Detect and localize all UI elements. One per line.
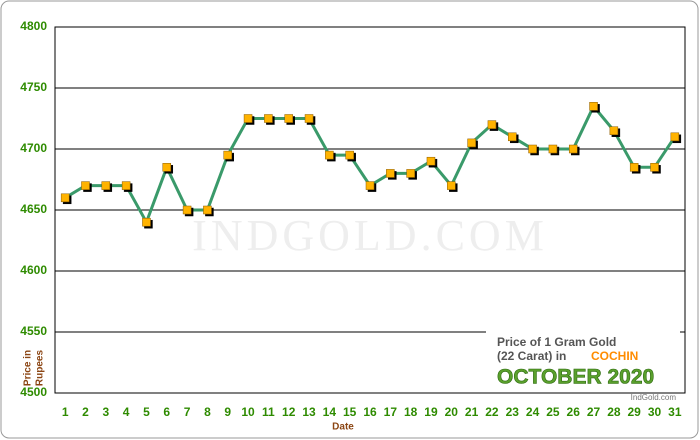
marker	[162, 163, 172, 172]
watermark: IndGold.com	[192, 211, 548, 260]
marker	[182, 205, 192, 215]
marker	[345, 150, 354, 160]
marker	[121, 181, 131, 190]
y-tick-label: 4550	[20, 324, 47, 338]
y-axis-label: Rupees	[35, 350, 46, 387]
y-tick-label: 4500	[20, 385, 47, 399]
marker	[447, 181, 456, 190]
marker	[243, 114, 253, 123]
x-tick-label: 15	[343, 405, 357, 419]
marker	[101, 181, 111, 190]
x-tick-label: 18	[404, 405, 418, 419]
x-tick-label: 29	[628, 405, 642, 419]
x-tick-label: 9	[224, 405, 231, 419]
x-tick-label: 17	[384, 405, 398, 419]
x-tick-label: 4	[123, 405, 130, 419]
marker	[304, 114, 314, 123]
legend-box	[486, 329, 680, 389]
marker	[670, 132, 680, 142]
marker	[81, 181, 90, 190]
y-tick-label: 4750	[20, 80, 47, 94]
marker	[508, 132, 517, 142]
y-tick-label: 4800	[20, 19, 47, 33]
x-tick-label: 31	[668, 405, 682, 419]
x-tick-label: 20	[445, 405, 459, 419]
marker	[629, 163, 639, 172]
annotation-city: COCHIN	[591, 349, 638, 363]
x-tick-label: 12	[282, 405, 296, 419]
annotation: (22 Carat) in	[497, 349, 566, 363]
marker	[284, 114, 293, 123]
marker	[386, 169, 395, 178]
x-tick-label: 14	[323, 405, 337, 419]
marker	[568, 144, 578, 154]
x-tick-label: 23	[506, 405, 520, 419]
x-tick-label: 28	[607, 405, 621, 419]
y-tick-label: 4600	[20, 263, 47, 277]
x-tick-label: 11	[262, 405, 275, 419]
x-tick-label: 16	[363, 405, 377, 419]
x-tick-label: 25	[546, 405, 560, 419]
x-tick-label: 5	[143, 405, 150, 419]
marker	[650, 163, 659, 172]
y-tick-label: 4650	[20, 202, 47, 216]
y-axis-label: Price in	[23, 350, 34, 386]
x-tick-label: 21	[465, 405, 479, 419]
x-tick-label: 6	[163, 405, 170, 419]
x-tick-label: 24	[526, 405, 540, 419]
x-tick-label: 3	[102, 405, 109, 419]
source: IndGold.com	[631, 393, 677, 402]
marker	[60, 193, 70, 203]
marker	[467, 138, 476, 148]
y-tick-label: 4700	[20, 141, 47, 155]
x-tick-label: 27	[587, 405, 601, 419]
x-tick-label: 1	[62, 405, 69, 419]
x-tick-label: 13	[302, 405, 316, 419]
marker	[426, 156, 436, 166]
annotation: Price of 1 Gram Gold	[497, 335, 616, 349]
marker	[264, 114, 273, 123]
marker	[548, 144, 558, 154]
x-tick-label: 2	[82, 405, 89, 419]
marker	[325, 150, 334, 160]
marker	[142, 217, 151, 227]
marker	[609, 126, 619, 135]
annotation-month: OCTOBER 2020	[497, 366, 654, 389]
x-tick-label: 30	[648, 405, 662, 419]
marker	[365, 181, 375, 190]
x-tick-label: 10	[241, 405, 255, 419]
x-tick-label: 26	[567, 405, 581, 419]
marker	[406, 169, 415, 178]
x-tick-label: 8	[204, 405, 211, 419]
x-tick-label: 19	[424, 405, 438, 419]
x-axis-label: Date	[332, 422, 354, 433]
marker	[203, 205, 212, 215]
x-tick-label: 22	[485, 405, 499, 419]
marker	[528, 144, 537, 154]
marker	[223, 150, 232, 160]
marker	[487, 120, 497, 129]
x-tick-label: 7	[184, 405, 191, 419]
marker	[589, 102, 598, 111]
